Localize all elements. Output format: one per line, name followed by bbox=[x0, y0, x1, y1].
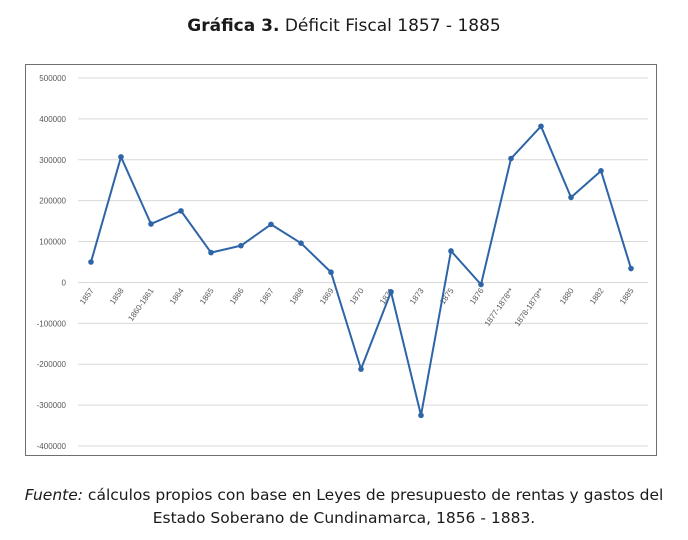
y-tick-label: -400000 bbox=[37, 442, 67, 451]
data-point bbox=[418, 412, 424, 419]
x-tick-label: 1860-1861 bbox=[126, 286, 156, 323]
chart-area: 500000 400000 300000 200000 100000 0 -100000 -2… bbox=[25, 64, 657, 456]
y-tick-label: 400000 bbox=[39, 115, 66, 124]
data-point bbox=[88, 259, 94, 265]
data-point bbox=[568, 194, 574, 201]
x-tick-label: 1858 bbox=[108, 286, 126, 306]
x-tick-label: 1882 bbox=[588, 286, 606, 306]
data-point bbox=[298, 240, 304, 246]
data-point bbox=[508, 155, 514, 162]
data-point bbox=[628, 265, 634, 272]
y-tick-label: -300000 bbox=[37, 401, 67, 410]
x-tick-label: 1876 bbox=[468, 286, 486, 306]
x-tick-label: 1867 bbox=[258, 286, 276, 306]
x-tick-label: 1877-1878** bbox=[483, 286, 516, 328]
x-tick-label: 1880 bbox=[558, 286, 576, 306]
y-tick-label: 100000 bbox=[39, 238, 66, 247]
source-label: Fuente: bbox=[24, 486, 83, 504]
x-tick-label: 1865 bbox=[198, 286, 216, 306]
chart-title: Gráfica 3. Déficit Fiscal 1857 - 1885 bbox=[0, 16, 688, 36]
data-point bbox=[268, 221, 274, 228]
y-tick-label: 0 bbox=[62, 278, 67, 287]
data-point bbox=[208, 249, 214, 256]
data-point bbox=[238, 242, 244, 249]
source-text-line2: Estado Soberano de Cundinamarca, 1856 - … bbox=[152, 509, 536, 527]
data-point bbox=[328, 269, 334, 276]
data-point bbox=[388, 289, 394, 295]
y-tick-label: 300000 bbox=[39, 156, 66, 165]
data-point bbox=[358, 366, 364, 372]
x-tick-label: 1869 bbox=[318, 286, 336, 306]
x-tick-label: 1878-1879** bbox=[513, 286, 546, 328]
y-tick-label: -200000 bbox=[37, 360, 67, 369]
x-tick-label: 1870 bbox=[348, 286, 366, 306]
y-tick-label: -100000 bbox=[37, 319, 67, 328]
chart-title-number: Gráfica 3. bbox=[187, 16, 280, 36]
x-tick-label: 1857 bbox=[78, 286, 96, 306]
x-tick-label: 1868 bbox=[288, 286, 306, 306]
source-note: Fuente: cálculos propios con base en Ley… bbox=[0, 484, 688, 530]
x-tick-label: 1866 bbox=[228, 286, 246, 306]
data-point bbox=[178, 208, 184, 214]
source-text-line1: cálculos propios con base en Leyes de pr… bbox=[83, 486, 664, 504]
data-point bbox=[598, 168, 604, 174]
x-tick-label: 1864 bbox=[168, 286, 186, 306]
data-point bbox=[118, 154, 124, 160]
y-tick-label: 200000 bbox=[39, 197, 66, 206]
x-tick-label: 1873 bbox=[408, 286, 426, 306]
series-line bbox=[90, 125, 632, 417]
data-point bbox=[148, 221, 154, 227]
line-chart: 500000 400000 300000 200000 100000 0 -100000 -2… bbox=[37, 74, 648, 451]
y-tick-label: 500000 bbox=[39, 74, 66, 83]
chart-title-text: Déficit Fiscal 1857 - 1885 bbox=[279, 16, 501, 36]
data-point bbox=[538, 123, 544, 130]
data-point bbox=[448, 248, 454, 254]
x-tick-label: 1885 bbox=[618, 286, 636, 306]
data-point bbox=[478, 281, 484, 288]
